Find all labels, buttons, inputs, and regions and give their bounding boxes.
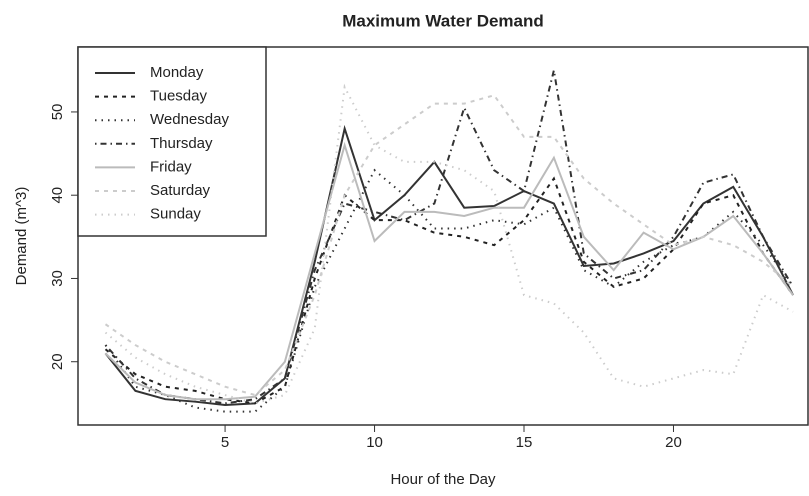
- x-tick-label: 15: [516, 434, 533, 451]
- series-line: [104, 94, 794, 397]
- y-tick-label: 30: [49, 270, 66, 287]
- x-tick-label: 20: [665, 434, 682, 451]
- y-tick-label: 20: [49, 353, 66, 370]
- legend-label: Tuesday: [150, 88, 207, 105]
- legend-box: [77, 46, 267, 237]
- x-tick-label: 5: [221, 434, 229, 451]
- y-axis-label: Demand (m^3): [13, 187, 30, 286]
- series-line: [104, 124, 794, 407]
- legend-label: Saturday: [150, 182, 211, 199]
- legend-label: Monday: [150, 64, 204, 81]
- chart-title: Maximum Water Demand: [342, 11, 544, 30]
- series-line: [104, 176, 794, 405]
- legend-label: Sunday: [150, 206, 201, 223]
- legend-label: Wednesday: [150, 111, 229, 128]
- legend-label: Friday: [150, 158, 192, 175]
- x-tick-label: 10: [366, 434, 383, 451]
- x-axis-label: Hour of the Day: [390, 471, 496, 488]
- y-tick-label: 40: [49, 187, 66, 204]
- series-line: [104, 141, 794, 401]
- legend-label: Thursday: [150, 135, 213, 152]
- series-line: [104, 83, 794, 405]
- series-line: [104, 70, 794, 405]
- y-tick-label: 50: [49, 104, 66, 121]
